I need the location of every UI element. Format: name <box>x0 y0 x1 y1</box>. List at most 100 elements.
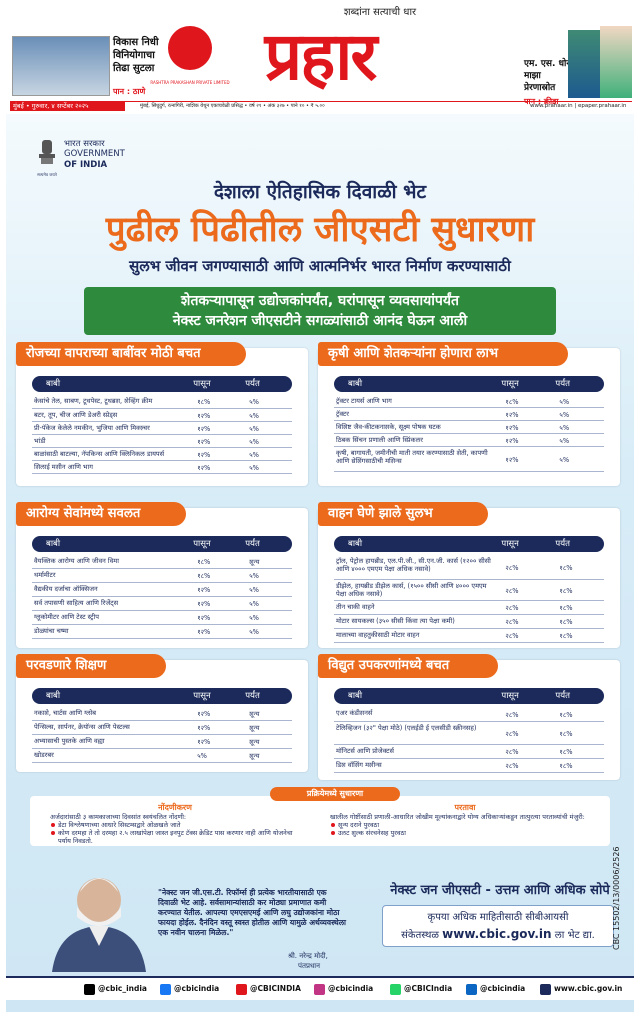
rate: १८% <box>197 558 211 566</box>
logo[interactable]: प्रहार <box>264 18 378 95</box>
teaser-image <box>12 36 110 96</box>
govt-label: OF INDIA <box>64 160 108 170</box>
bullet-dot <box>51 831 55 835</box>
table-row: मॉनिटर्स आणि प्रोजेक्टर्स २८% १८% <box>334 746 604 759</box>
column-label: पासून <box>193 379 211 389</box>
table-title: परवडणारे शिक्षण <box>16 654 166 678</box>
social-icon <box>84 984 95 995</box>
rate: शून्य <box>249 738 260 746</box>
table-row: डिश वॉशिंग मशीन्स २८% १८% <box>334 760 604 773</box>
table-row: ठिबक सिंचन प्रणाली आणि स्प्रिंकलर १२% ५% <box>334 435 604 447</box>
rate: १८% <box>559 729 573 738</box>
rate: ५% <box>249 628 259 636</box>
column-header: बाबी पासून पर्यंत <box>334 536 604 552</box>
column-label: बाबी <box>46 691 61 701</box>
rate: २८% <box>505 748 519 756</box>
social-handle[interactable]: @cbicindia <box>314 982 373 996</box>
column-label: पासून <box>193 539 211 549</box>
rate: ५% <box>249 424 259 433</box>
column-label: पासून <box>501 691 519 701</box>
column-label: पर्यंत <box>555 539 570 549</box>
rate: १२% <box>197 614 211 622</box>
reform-bullet: डेटा विश्लेषणाच्या आधारे सिस्टम्सद्वारे … <box>50 821 300 829</box>
rate: १२% <box>197 710 211 718</box>
social-handle[interactable]: @CBICINDIA <box>236 982 301 996</box>
item: ट्रॅक्टर <box>336 410 349 418</box>
rate: १८% <box>559 632 573 640</box>
table-row: एअर कंडीशनर्स २८% १८% <box>334 708 604 722</box>
item: केसांचे तेल, साबण, टूथपेस्ट, टूथब्रश, शे… <box>34 397 153 405</box>
social-icon <box>236 984 247 995</box>
teaser-headline[interactable]: एम. एस. धोनी माझा प्रेरणास्रोत <box>524 59 574 93</box>
rate: ५% <box>559 455 570 464</box>
table-row: सर्व तपासणी साहित्य आणि रिजेंट्स १२% ५% <box>32 598 292 611</box>
reform-intro: अर्जदारांसाठी ३ कामकाजाच्या दिवसांत स्वय… <box>50 813 187 821</box>
table-title: विद्युत उपकरणांमध्ये बचत <box>318 654 498 678</box>
item: पेन्सिल्स, शार्पनर, क्रेयॉन्स आणि पेस्टल… <box>34 723 130 731</box>
dateline: मुंबई • गुरुवार, ४ सप्टेंबर २०२५ <box>10 101 125 111</box>
item: डीझेल, हायब्रीड डीझेल कार्स, (१५०० सीसी … <box>336 582 487 598</box>
info-line: कृपया अधिक माहितीसाठी सीबीआयसी <box>427 912 569 923</box>
website[interactable]: www.prahaar.in | epaper.prahaar.in <box>530 103 627 109</box>
teaser-page: पान : ठाणे <box>113 87 146 96</box>
rate: ५% <box>249 450 259 459</box>
rate: १८% <box>197 572 211 580</box>
bullet-dot <box>331 831 335 835</box>
table-row: ट्रॉल, पेट्रोल हायब्रीड, एल.पी.जी., सी.ए… <box>334 556 604 580</box>
rate: शून्य <box>249 724 260 732</box>
rate: १८% <box>559 563 573 572</box>
author-designation: पंतप्रधान <box>298 962 320 970</box>
social-handle[interactable]: @CBICIndia <box>390 982 452 996</box>
bullet-dot <box>51 823 55 827</box>
quote-author: श्री. नरेन्द्र मोदी, <box>288 952 328 960</box>
banner-line: शेतकऱ्यापासून उद्योजकांपर्यंत, घरांपासून… <box>181 293 459 309</box>
portrait <box>52 878 146 972</box>
rate: २८% <box>505 618 519 626</box>
rate: २८% <box>505 710 519 719</box>
rate: १८% <box>559 604 573 612</box>
item: शिलाई मशीन आणि भाग <box>34 463 93 471</box>
info-text: संकेतस्थळ <box>401 930 439 941</box>
table-row: नकाशे, चार्टस आणि ग्लोब १२% शून्य <box>32 708 292 721</box>
table-row: डोळ्यांचा चष्मा १२% ५% <box>32 626 292 639</box>
table-row: बटर, तूप, चीज आणि डेअरी स्प्रेड्स १२% ५% <box>32 410 292 422</box>
social-handle[interactable]: www.cbic.gov.in <box>540 982 622 996</box>
rate: १२% <box>505 455 519 464</box>
edition-info: मुंबई, सिंधुदुर्ग, रत्नागिरी, नाशिक येथू… <box>140 103 325 109</box>
item: वैद्यकीय दर्जाचा ऑक्सिजन <box>34 585 98 593</box>
info-url[interactable]: www.cbic.gov.in <box>442 927 552 941</box>
info-box: कृपया अधिक माहितीसाठी सीबीआयसी संकेतस्थळ… <box>382 905 614 947</box>
item: डिश वॉशिंग मशीन्स <box>336 761 382 769</box>
table-card: वाहन घेणे झाले सुलभ बाबी पासून पर्यंत ट्रॉल,… <box>318 502 620 648</box>
item: ठिबक सिंचन प्रणाली आणि स्प्रिंकलर <box>336 436 423 444</box>
rate: ५% <box>249 463 259 472</box>
rate: १८% <box>559 586 573 595</box>
column-label: पासून <box>501 379 519 389</box>
column-label: पासून <box>501 539 519 549</box>
social-handle[interactable]: @cbic_india <box>84 982 147 996</box>
social-handle[interactable]: @cbicindia <box>466 982 525 996</box>
cbc-code: CBC 15502/13/0006/2526 <box>612 846 621 951</box>
table-row: अभ्यासाची पुस्तके आणि वह्या १२% शून्य <box>32 736 292 749</box>
item: डोळ्यांचा चष्मा <box>34 627 69 635</box>
subhead: सुलभ जीवन जगण्यासाठी आणि आत्मनिर्भर भारत… <box>129 257 511 275</box>
table-row: ग्लूकोमीटर आणि टेस्ट स्ट्रीप १२% ५% <box>32 612 292 625</box>
rate: १२% <box>505 410 519 419</box>
rate: २८% <box>505 729 519 738</box>
table-row: मोटार सायकल्स (३५० सीसी किंवा त्या पेक्ष… <box>334 616 604 629</box>
social-handle[interactable]: @cbicindia <box>160 982 219 996</box>
column-header: बाबी पासून पर्यंत <box>32 688 292 704</box>
column-header: बाबी पासून पर्यंत <box>32 536 292 552</box>
gst-tagline: नेक्स्ट जन जीएसटी - उत्तम आणि अधिक सोपे <box>390 883 610 898</box>
column-label: पर्यंत <box>555 691 570 701</box>
teaser-image <box>568 30 600 98</box>
table-title: रोजच्या वापराच्या बाबींवर मोठी बचत <box>16 342 246 366</box>
teaser-headline[interactable]: विकास निधी विनियोगाचा तिढा सुटला <box>113 37 159 74</box>
social-icon <box>314 984 325 995</box>
column-label: बाबी <box>348 379 363 389</box>
rate: ५% <box>249 437 259 446</box>
table-row: केसांचे तेल, साबण, टूथपेस्ट, टूथब्रश, शे… <box>32 396 292 409</box>
rate: ५% <box>197 752 207 760</box>
quote: "नेक्स्ट जन जी.एस.टी. रिफॉर्म्स ही प्रत्… <box>158 888 347 937</box>
item: प्री-पॅकेज केलेले नमकीन, भुजिया आणि मिक्… <box>34 424 150 432</box>
